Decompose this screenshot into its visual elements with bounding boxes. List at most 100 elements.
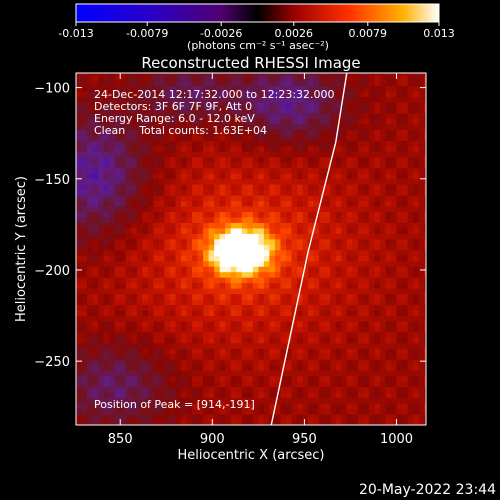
heatmap-cell: [87, 326, 93, 333]
heatmap-cell: [297, 271, 303, 278]
heatmap-cell: [346, 80, 353, 87]
heatmap-cell: [247, 414, 254, 420]
heatmap-cell: [286, 364, 292, 371]
heatmap-cell: [247, 353, 254, 360]
heatmap-cell: [98, 140, 105, 147]
heatmap-cell: [219, 403, 226, 409]
heatmap-cell: [324, 156, 331, 163]
heatmap-cell: [385, 222, 392, 229]
heatmap-cell: [142, 96, 149, 103]
heatmap-cell: [341, 331, 348, 338]
heatmap-cell: [181, 73, 187, 76]
heatmap-cell: [286, 217, 292, 223]
heatmap-cell: [247, 140, 254, 147]
heatmap-cell: [424, 326, 426, 333]
heatmap-cell: [131, 348, 138, 355]
heatmap-cell: [164, 419, 171, 425]
heatmap-cell: [396, 375, 403, 382]
heatmap-cell: [297, 96, 303, 103]
heatmap-cell: [197, 184, 204, 191]
heatmap-cell: [274, 118, 281, 125]
heatmap-cell: [330, 408, 337, 415]
heatmap-cell: [164, 211, 171, 218]
heatmap-cell: [197, 386, 204, 393]
heatmap-cell: [114, 326, 121, 333]
heatmap-cell: [136, 195, 143, 202]
heatmap-cell: [120, 304, 127, 311]
heatmap-cell: [241, 260, 248, 267]
heatmap-cell: [142, 74, 149, 81]
heatmap-cell: [368, 74, 375, 81]
heatmap-cell: [120, 162, 127, 169]
heatmap-cell: [181, 370, 187, 377]
heatmap-cell: [87, 200, 93, 207]
heatmap-cell: [197, 140, 204, 147]
heatmap-cell: [374, 85, 381, 92]
heatmap-cell: [92, 91, 99, 98]
heatmap-cell: [396, 156, 403, 163]
heatmap-cell: [418, 238, 425, 245]
heatmap-cell: [186, 129, 193, 136]
heatmap-cell: [230, 266, 237, 273]
heatmap-cell: [81, 145, 88, 152]
heatmap-cell: [263, 73, 270, 76]
heatmap-cell: [142, 102, 149, 109]
heatmap-cell: [335, 145, 342, 152]
heatmap-cell: [241, 107, 248, 114]
heatmap-cell: [418, 277, 425, 284]
heatmap-cell: [236, 370, 243, 377]
heatmap-cell: [76, 156, 82, 163]
heatmap-cell: [335, 178, 342, 185]
heatmap-cell: [379, 151, 386, 158]
heatmap-cell: [197, 129, 204, 136]
heatmap-cell: [114, 91, 121, 98]
heatmap-cell: [164, 238, 171, 245]
heatmap-cell: [103, 260, 110, 267]
heatmap-cell: [402, 403, 408, 409]
heatmap-cell: [158, 162, 165, 169]
heatmap-cell: [136, 381, 143, 388]
heatmap-cell: [169, 195, 176, 202]
heatmap-cell: [263, 321, 270, 327]
heatmap-cell: [269, 96, 276, 103]
heatmap-cell: [263, 189, 270, 196]
heatmap-cell: [247, 189, 254, 196]
heatmap-cell: [346, 135, 353, 141]
heatmap-cell: [424, 419, 426, 425]
heatmap-cell: [214, 211, 221, 218]
heatmap-cell: [219, 135, 226, 141]
heatmap-cell: [352, 408, 359, 415]
heatmap-cell: [286, 238, 292, 245]
heatmap-cell: [407, 392, 414, 399]
heatmap-cell: [363, 167, 370, 174]
heatmap-cell: [291, 364, 298, 371]
heatmap-cell: [208, 189, 215, 196]
heatmap-cell: [125, 200, 132, 207]
heatmap-cell: [252, 392, 259, 399]
heatmap-cell: [324, 244, 331, 251]
heatmap-cell: [263, 260, 270, 267]
heatmap-cell: [424, 249, 426, 256]
heatmap-cell: [407, 255, 414, 262]
heatmap-cell: [291, 326, 298, 333]
heatmap-cell: [219, 277, 226, 284]
heatmap-cell: [368, 200, 375, 207]
heatmap-cell: [186, 233, 193, 240]
heatmap-cell: [424, 129, 426, 136]
heatmap-cell: [324, 91, 331, 98]
heatmap-cell: [219, 107, 226, 114]
heatmap-cell: [274, 375, 281, 382]
heatmap-cell: [81, 375, 88, 382]
heatmap-cell: [313, 238, 320, 245]
heatmap-cell: [330, 113, 337, 119]
heatmap-cell: [280, 145, 287, 152]
heatmap-cell: [230, 162, 237, 169]
heatmap-cell: [407, 217, 414, 223]
heatmap-cell: [374, 217, 381, 223]
heatmap-cell: [313, 375, 320, 382]
heatmap-cell: [158, 233, 165, 240]
heatmap-cell: [335, 200, 342, 207]
heatmap-cell: [169, 403, 176, 409]
heatmap-cell: [175, 299, 182, 306]
heatmap-cell: [103, 359, 110, 366]
